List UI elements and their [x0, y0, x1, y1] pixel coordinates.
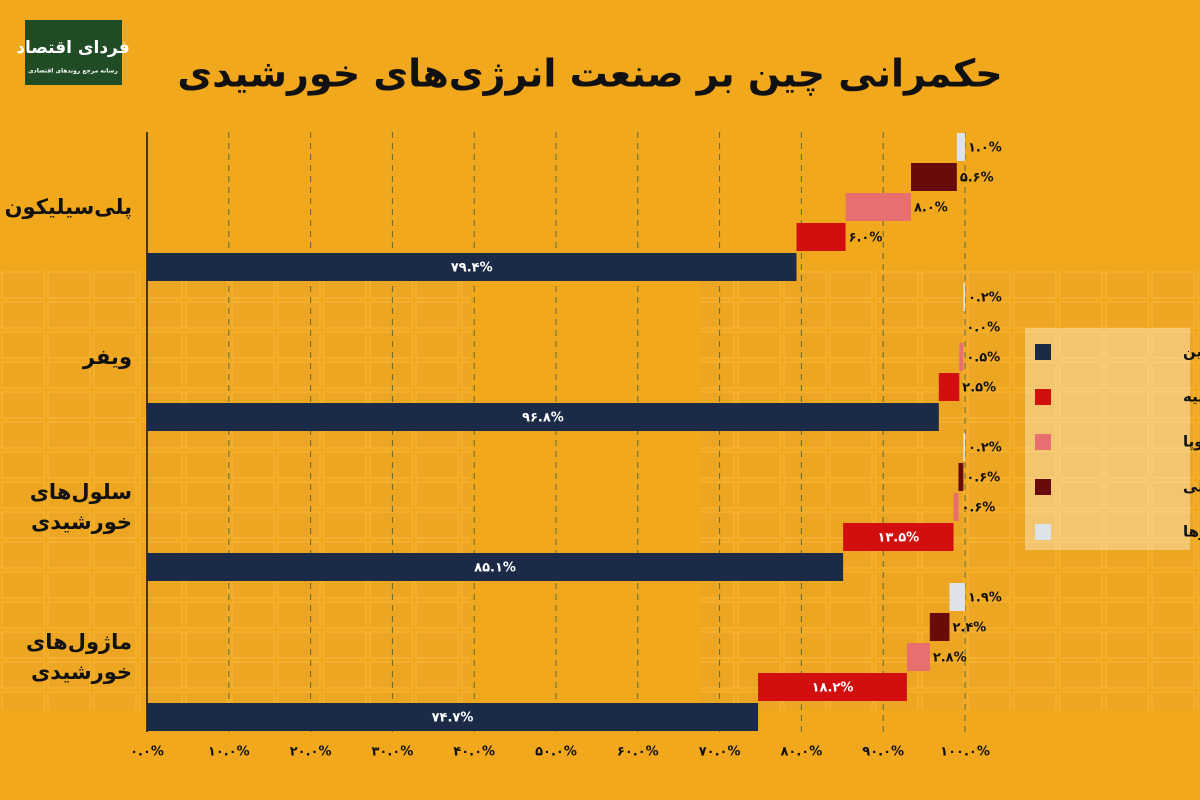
- value-label: ۱۸.۲%: [812, 681, 854, 696]
- value-label: ۱.۰%: [968, 141, 1002, 156]
- x-tick-label: ۱۰.۰%: [208, 745, 250, 760]
- bar: [963, 433, 965, 461]
- x-tick-label: ۳۰.۰%: [372, 745, 414, 760]
- value-label: ۱۳.۵%: [877, 531, 919, 546]
- legend-label: اروپا: [1183, 433, 1200, 452]
- category-label: سلول‌های خورشیدی: [29, 480, 132, 534]
- bar: [845, 193, 912, 221]
- legend-label: آمریکای شمالی: [1183, 478, 1200, 496]
- value-label: ۰.۵%: [966, 351, 1000, 366]
- bar: [929, 613, 950, 641]
- value-label: ۲.۴%: [952, 621, 986, 636]
- x-tick-label: ۲۰.۰%: [290, 745, 332, 760]
- legend-label: آسیا و اقیانوسیه: [1183, 388, 1200, 406]
- value-label: ۸.۰%: [914, 201, 948, 216]
- bar: [906, 643, 930, 671]
- background-panels: [700, 270, 1200, 710]
- logo-box: [25, 20, 122, 85]
- legend-swatch: [1035, 524, 1051, 540]
- value-label: ۲.۸%: [933, 651, 967, 666]
- value-label: ۶.۰%: [849, 231, 883, 246]
- legend-swatch: [1035, 344, 1051, 360]
- x-tick-label: ۰.۰%: [130, 745, 164, 760]
- value-label: ۷۹.۴%: [451, 261, 493, 276]
- legend-label: چین: [1183, 343, 1200, 362]
- background-panels: [0, 270, 470, 710]
- bar: [147, 253, 797, 281]
- legend-swatch: [1035, 434, 1051, 450]
- x-tick-label: ۵۰.۰%: [535, 745, 577, 760]
- x-tick-label: ۹۰.۰%: [862, 745, 904, 760]
- value-label: ۰.۲%: [968, 441, 1002, 456]
- bar: [147, 553, 844, 581]
- bar: [843, 523, 954, 551]
- x-tick-label: ۸۰.۰%: [781, 745, 823, 760]
- x-tick-label: ۷۰.۰%: [699, 745, 741, 760]
- logo-name: فردای اقتصاد: [16, 38, 130, 58]
- x-tick-label: ۶۰.۰%: [617, 745, 659, 760]
- category-label: ویفر: [82, 345, 132, 369]
- x-tick-label: ۴۰.۰%: [453, 745, 495, 760]
- value-label: ۷۴.۷%: [432, 711, 474, 726]
- value-label: ۸۵.۱%: [474, 561, 516, 576]
- category-label: ماژول‌های خورشیدی: [26, 630, 132, 684]
- legend-label: سایر کشورها: [1183, 523, 1200, 541]
- value-label: ۱.۹%: [968, 591, 1002, 606]
- value-label: ۲.۵%: [962, 381, 996, 396]
- bar: [147, 703, 759, 731]
- value-label: ۰.۰%: [966, 321, 1000, 336]
- value-label: ۰.۶%: [961, 501, 995, 516]
- bar: [953, 493, 959, 521]
- x-tick-label: ۱۰۰.۰%: [940, 745, 990, 760]
- value-label: ۵.۶%: [960, 171, 994, 186]
- category-label: پلی‌سیلیکون: [4, 195, 132, 219]
- bar: [147, 403, 939, 431]
- bar: [949, 583, 965, 611]
- bar: [911, 163, 957, 191]
- value-label: ۰.۶%: [966, 471, 1000, 486]
- legend-box: [1025, 328, 1190, 550]
- bar: [959, 343, 964, 371]
- bar: [938, 373, 960, 401]
- legend-swatch: [1035, 479, 1051, 495]
- legend-swatch: [1035, 389, 1051, 405]
- bar: [796, 223, 846, 251]
- value-label: ۰.۲%: [968, 291, 1002, 306]
- bar: [958, 463, 964, 491]
- value-label: ۹۶.۸%: [522, 411, 564, 426]
- chart-title: حکمرانی چین بر صنعت انرژی‌های خورشیدی: [177, 52, 1002, 96]
- bar: [758, 673, 907, 701]
- bar: [956, 133, 965, 161]
- bar: [963, 283, 965, 311]
- logo-tagline: رسانه مرجع روندهای اقتصادی: [28, 68, 118, 75]
